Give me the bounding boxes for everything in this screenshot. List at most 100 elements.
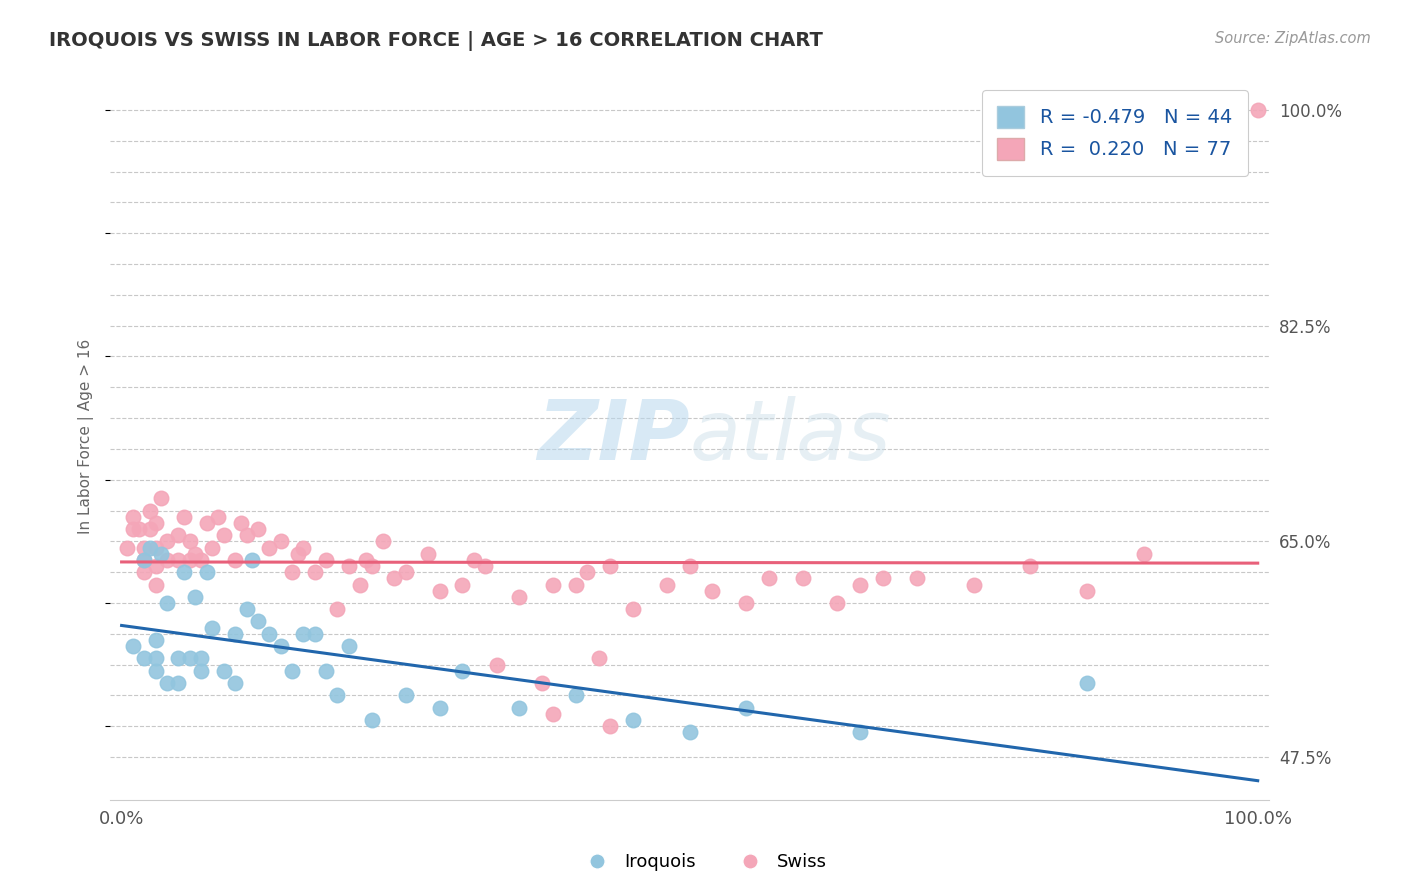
Point (139, 522, 162, 536)
Point (122, 509, 145, 524)
Point (337, 559, 360, 574)
Point (418, 547, 440, 561)
Point (128, 522, 150, 536)
Point (360, 559, 382, 574)
Point (212, 664, 235, 678)
Point (287, 547, 309, 561)
Point (184, 547, 207, 561)
Point (451, 577, 474, 591)
Point (179, 553, 201, 567)
Point (326, 689, 349, 703)
Point (565, 577, 588, 591)
Point (292, 541, 315, 555)
Point (576, 565, 599, 579)
Point (565, 689, 588, 703)
Point (360, 713, 382, 727)
Point (429, 583, 451, 598)
Point (224, 627, 246, 641)
Point (849, 725, 872, 739)
Point (735, 596, 758, 610)
Point (508, 590, 530, 604)
Point (382, 571, 405, 585)
Point (1019, 559, 1042, 574)
Point (184, 590, 207, 604)
Point (156, 596, 179, 610)
Point (337, 639, 360, 653)
Point (599, 719, 621, 733)
Point (474, 559, 496, 574)
Point (451, 664, 474, 678)
Y-axis label: In Labor Force | Age > 16: In Labor Force | Age > 16 (79, 339, 94, 534)
Point (167, 676, 190, 690)
Point (530, 676, 553, 690)
Point (349, 577, 371, 591)
Point (758, 571, 780, 585)
Point (621, 713, 644, 727)
Text: atlas: atlas (690, 396, 891, 477)
Point (354, 553, 377, 567)
Point (463, 553, 485, 567)
Point (679, 725, 702, 739)
Point (134, 553, 156, 567)
Point (240, 553, 263, 567)
Point (281, 565, 304, 579)
Point (246, 522, 269, 536)
Point (117, 541, 139, 555)
Point (195, 565, 218, 579)
Point (429, 700, 451, 714)
Point (122, 522, 145, 536)
Point (621, 602, 644, 616)
Point (588, 651, 610, 665)
Point (229, 516, 252, 530)
Point (145, 632, 167, 647)
Point (145, 651, 167, 665)
Point (599, 559, 621, 574)
Point (173, 565, 195, 579)
Point (201, 621, 224, 635)
Point (394, 565, 416, 579)
Point (134, 565, 156, 579)
Text: Source: ZipAtlas.com: Source: ZipAtlas.com (1215, 31, 1371, 46)
Point (292, 627, 315, 641)
Point (1076, 583, 1098, 598)
Point (281, 664, 304, 678)
Point (270, 639, 292, 653)
Point (150, 547, 173, 561)
Point (872, 571, 894, 585)
Point (827, 596, 849, 610)
Point (173, 509, 195, 524)
Point (145, 664, 167, 678)
Point (134, 651, 156, 665)
Point (246, 615, 269, 629)
Point (304, 565, 326, 579)
Point (190, 553, 212, 567)
Point (212, 528, 235, 542)
Point (735, 700, 758, 714)
Point (702, 583, 724, 598)
Point (543, 577, 565, 591)
Point (508, 700, 530, 714)
Point (326, 602, 349, 616)
Point (195, 516, 218, 530)
Point (167, 528, 190, 542)
Point (394, 689, 416, 703)
Point (134, 553, 156, 567)
Point (207, 509, 229, 524)
Point (156, 534, 179, 549)
Point (167, 651, 190, 665)
Point (145, 559, 167, 574)
Point (134, 541, 156, 555)
Point (1076, 676, 1098, 690)
Point (139, 541, 162, 555)
Point (543, 706, 565, 721)
Point (655, 577, 678, 591)
Text: ZIP: ZIP (537, 396, 690, 477)
Point (304, 627, 326, 641)
Point (224, 553, 246, 567)
Point (1247, 103, 1270, 117)
Point (224, 676, 246, 690)
Text: IROQUOIS VS SWISS IN LABOR FORCE | AGE > 16 CORRELATION CHART: IROQUOIS VS SWISS IN LABOR FORCE | AGE >… (49, 31, 823, 51)
Point (905, 571, 928, 585)
Point (122, 639, 145, 653)
Point (485, 657, 508, 672)
